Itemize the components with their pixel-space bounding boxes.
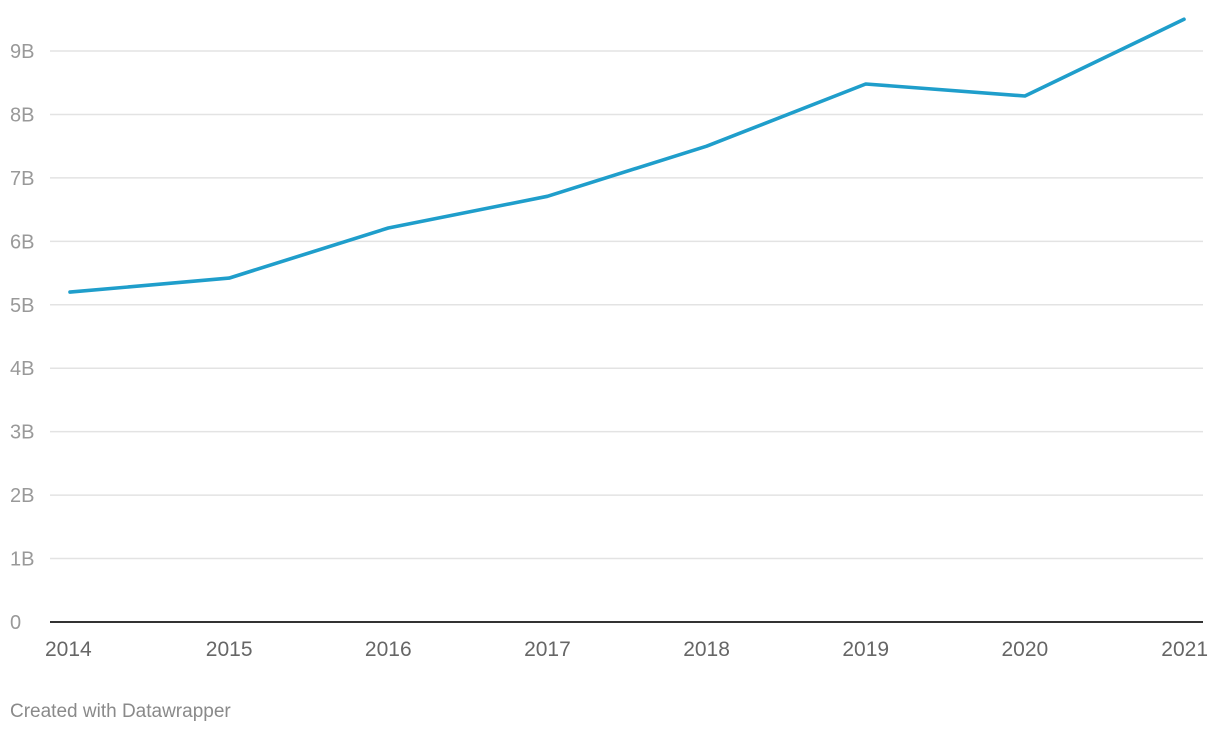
x-tick-label: 2020 bbox=[1001, 638, 1048, 661]
x-tick-label: 2021 bbox=[1161, 638, 1208, 661]
y-axis-ticks: 0 1B 2B 3B 4B 5B 6B 7B 8B 9B bbox=[10, 41, 34, 634]
x-tick-label: 2017 bbox=[524, 638, 571, 661]
x-tick-label: 2016 bbox=[365, 638, 412, 661]
datawrapper-credit: Created with Datawrapper bbox=[10, 701, 231, 722]
gridlines bbox=[50, 50, 1203, 623]
x-axis-ticks: 2014 2015 2016 2017 2018 2019 2020 2021 bbox=[45, 638, 1208, 661]
y-tick-label: 2B bbox=[10, 485, 34, 507]
y-tick-label: 4B bbox=[10, 358, 34, 380]
y-tick-label: 6B bbox=[10, 231, 34, 253]
y-tick-label: 0 bbox=[10, 612, 21, 634]
series-layer bbox=[68, 17, 1186, 294]
y-tick-label: 1B bbox=[10, 549, 34, 571]
x-tick-label: 2018 bbox=[683, 638, 730, 661]
x-tick-label: 2014 bbox=[45, 638, 92, 661]
chart-svg: 0 1B 2B 3B 4B 5B 6B 7B 8B 9B 2014 2015 2016 2017 2018… bbox=[10, 17, 1208, 661]
series-line bbox=[68, 17, 1186, 294]
y-tick-label: 8B bbox=[10, 104, 34, 126]
y-tick-label: 7B bbox=[10, 168, 34, 190]
x-tick-label: 2019 bbox=[842, 638, 889, 661]
y-tick-label: 5B bbox=[10, 295, 34, 317]
x-tick-label: 2015 bbox=[206, 638, 253, 661]
y-tick-label: 9B bbox=[10, 41, 34, 63]
y-tick-label: 3B bbox=[10, 422, 34, 444]
